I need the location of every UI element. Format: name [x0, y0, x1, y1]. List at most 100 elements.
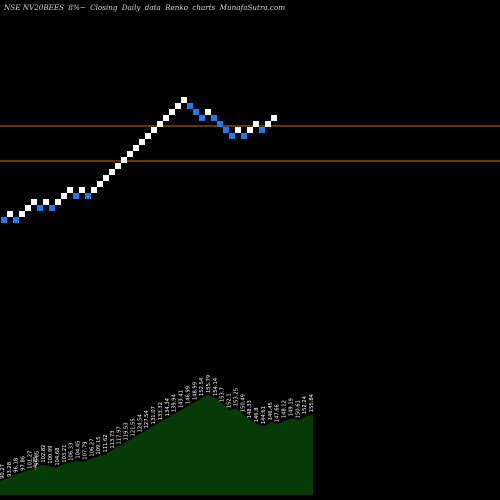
renko-brick-42: [247, 127, 253, 133]
renko-brick-46: [271, 115, 277, 121]
volume-label-33: 153.7: [220, 387, 226, 402]
volume-label-16: 111.62: [103, 434, 109, 452]
volume-label-15: 109.15: [96, 436, 102, 454]
volume-label-42: 148.12: [281, 400, 287, 418]
volume-label-23: 131.07: [151, 406, 157, 424]
renko-brick-40: [235, 127, 241, 133]
renko-brick-17: [97, 181, 103, 187]
volume-label-40: 146.45: [268, 402, 274, 420]
renko-brick-38: [223, 127, 229, 133]
volume-label-43: 149.19: [288, 398, 294, 416]
volume-label-25: 134.34: [165, 397, 171, 416]
volume-label-18: 117.97: [117, 426, 123, 444]
volume-area: [0, 395, 313, 495]
volume-label-35: 153.25: [234, 388, 240, 406]
volume-label-31: 155.79: [206, 375, 212, 393]
renko-brick-2: [7, 211, 13, 217]
renko-brick-3: [13, 217, 19, 223]
volume-label-39: 144.61: [261, 406, 267, 424]
renko-brick-19: [109, 169, 115, 175]
ticker-label: NSE NV20BEES: [4, 3, 65, 12]
renko-brick-16: [91, 187, 97, 193]
volume-label-13: 107.79: [82, 442, 88, 460]
data-label: data: [144, 3, 161, 12]
renko-brick-39: [229, 133, 235, 139]
volume-label-7: 102.82: [41, 445, 47, 463]
charts-label: charts: [192, 3, 216, 12]
renko-brick-32: [187, 103, 193, 109]
volume-label-1: 90.27: [0, 464, 6, 479]
renko-brick-33: [193, 109, 199, 115]
renko-brick-35: [205, 109, 211, 115]
volume-label-37: 148.33: [247, 400, 253, 418]
renko-brick-12: [67, 187, 73, 193]
renko-brick-31: [181, 97, 187, 103]
volume-label-34: 152.1: [227, 393, 233, 408]
volume-label-17: 113.73: [110, 430, 116, 448]
renko-brick-45: [265, 121, 271, 127]
renko-brick-25: [145, 133, 151, 139]
daily-label: Daily: [121, 3, 141, 12]
volume-label-36: 150.49: [240, 394, 246, 412]
renko-brick-26: [151, 127, 157, 133]
renko-brick-4: [19, 211, 25, 217]
renko-brick-7: [37, 205, 43, 211]
renko-brick-1: [1, 217, 7, 223]
volume-label-21: 124.54: [137, 414, 143, 433]
volume-label-11: 106.33: [69, 443, 75, 461]
chart-header: NSE NV20BEES 8%~ Closing Daily data Renk…: [4, 3, 287, 12]
volume-label-3: 96.18: [14, 458, 20, 473]
volume-label-27: 143.41: [178, 390, 184, 408]
volume-label-46: 155.84: [309, 393, 315, 412]
renko-brick-14: [79, 187, 85, 193]
renko-brick-20: [115, 163, 121, 169]
renko-brick-43: [253, 121, 259, 127]
volume-label-22: 127.54: [144, 410, 150, 429]
renko-brick-30: [175, 103, 181, 109]
renko-brick-41: [241, 133, 247, 139]
volume-label-20: 121.55: [131, 418, 137, 436]
renko-brick-8: [43, 199, 49, 205]
volume-label-41: 147.66: [275, 404, 281, 422]
volume-label-2: 93.28: [7, 462, 13, 477]
volume-label-45: 152.24: [302, 395, 308, 414]
volume-label-28: 146.99: [185, 386, 191, 404]
volume-label-14: 106.27: [89, 438, 95, 456]
renko-brick-27: [157, 121, 163, 127]
closing-label: Closing: [90, 3, 118, 12]
renko-brick-13: [73, 193, 79, 199]
renko-bricks: [1, 97, 277, 223]
volume-label-44: 150.61: [295, 400, 301, 418]
renko-brick-34: [199, 115, 205, 121]
volume-label-neg: -4.75: [33, 457, 39, 470]
renko-brick-29: [169, 109, 175, 115]
volume-panel: [0, 395, 313, 495]
renko-brick-5: [25, 205, 31, 211]
volume-label-26: 139.94: [172, 393, 178, 412]
renko-brick-21: [121, 157, 127, 163]
volume-label-4: 97.86: [21, 456, 27, 471]
volume-label-9: 104.68: [55, 448, 61, 466]
volume-label-24: 133.32: [158, 402, 164, 420]
volume-label-19: 119.53: [124, 422, 130, 440]
renko-brick-44: [259, 127, 265, 133]
change-label: 8%~: [68, 3, 86, 12]
chart-kind-label: Renko: [165, 3, 189, 12]
renko-brick-10: [55, 199, 61, 205]
renko-brick-15: [85, 193, 91, 199]
renko-brick-37: [217, 121, 223, 127]
volume-label-38: 146.8: [254, 407, 260, 422]
volume-label-10: 103.21: [62, 445, 68, 463]
volume-label-5: 101.27: [27, 451, 33, 469]
volume-labels: 90.27 93.28 96.18 97.86 101.27 99.85 102.82 100…: [0, 375, 315, 479]
renko-brick-11: [61, 193, 67, 199]
volume-label-32: 154.14: [213, 377, 219, 396]
renko-brick-22: [127, 151, 133, 157]
renko-brick-6: [31, 199, 37, 205]
volume-label-29: 148.99: [192, 382, 198, 400]
renko-brick-36: [211, 115, 217, 121]
renko-brick-18: [103, 175, 109, 181]
reference-lines: [0, 125, 500, 162]
volume-label-8: 100.99: [48, 446, 54, 464]
